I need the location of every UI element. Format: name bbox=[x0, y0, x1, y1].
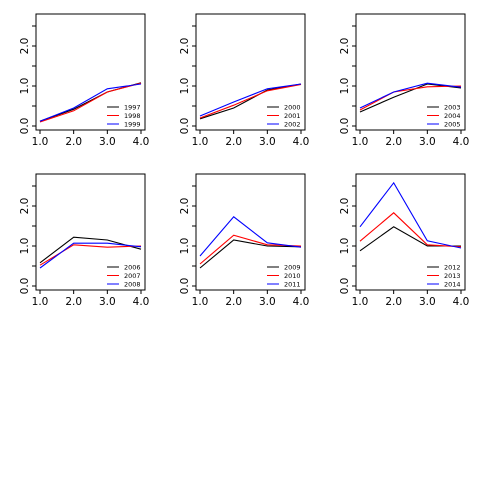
x-tick-label: 4.0 bbox=[293, 296, 310, 308]
y-tick-label: 2.0 bbox=[339, 38, 351, 55]
y-tick-label: 0.0 bbox=[339, 118, 351, 135]
series-line-2008 bbox=[39, 242, 142, 269]
plot-frame bbox=[35, 13, 146, 131]
x-tick-label: 3.0 bbox=[259, 136, 276, 148]
legend-label-2014: 2014 bbox=[444, 280, 461, 288]
y-tick-label: 0.0 bbox=[19, 118, 31, 135]
series-line-2011 bbox=[199, 216, 302, 257]
x-tick-label: 1.0 bbox=[352, 136, 369, 148]
legend-label-2001: 2001 bbox=[284, 112, 301, 120]
legend-label-2009: 2009 bbox=[284, 263, 301, 271]
y-tick-label: 1.0 bbox=[339, 238, 351, 255]
series-line-2004 bbox=[359, 85, 462, 111]
y-tick-label: 1.0 bbox=[19, 238, 31, 255]
legend-label-1997: 1997 bbox=[124, 103, 141, 111]
y-tick-label: 2.0 bbox=[19, 198, 31, 215]
series-line-2000 bbox=[199, 83, 302, 120]
y-tick-label: 1.0 bbox=[179, 238, 191, 255]
x-tick-label: 2.0 bbox=[65, 296, 82, 308]
x-tick-label: 1.0 bbox=[352, 296, 369, 308]
y-tick-label: 1.0 bbox=[19, 78, 31, 95]
y-tick-label: 1.0 bbox=[179, 78, 191, 95]
x-tick-label: 4.0 bbox=[133, 296, 150, 308]
series-line-2007 bbox=[39, 244, 142, 266]
legend-label-2002: 2002 bbox=[284, 120, 301, 128]
legend-label-2007: 2007 bbox=[124, 272, 141, 280]
x-tick-label: 2.0 bbox=[225, 136, 242, 148]
plot-frame bbox=[355, 13, 466, 131]
legend-label-2008: 2008 bbox=[124, 280, 141, 288]
x-tick-label: 1.0 bbox=[192, 296, 209, 308]
x-tick-label: 1.0 bbox=[32, 296, 49, 308]
series-line-2002 bbox=[199, 83, 302, 117]
plot-frame bbox=[35, 173, 146, 291]
legend-label-2005: 2005 bbox=[444, 120, 461, 128]
x-tick-label: 3.0 bbox=[99, 296, 116, 308]
legend-label-1998: 1998 bbox=[124, 112, 141, 120]
series-line-1999 bbox=[39, 83, 142, 122]
series-line-2006 bbox=[39, 236, 142, 264]
x-tick-label: 2.0 bbox=[225, 296, 242, 308]
x-tick-label: 4.0 bbox=[133, 136, 150, 148]
legend-label-2000: 2000 bbox=[284, 103, 301, 111]
plot-frame bbox=[195, 13, 306, 131]
x-tick-label: 4.0 bbox=[293, 136, 310, 148]
x-tick-label: 3.0 bbox=[259, 296, 276, 308]
legend-label-1999: 1999 bbox=[124, 120, 141, 128]
legend-label-2011: 2011 bbox=[284, 280, 301, 288]
series-line-2013 bbox=[359, 212, 462, 248]
series-line-2009 bbox=[199, 239, 302, 269]
y-tick-label: 1.0 bbox=[339, 78, 351, 95]
x-tick-label: 4.0 bbox=[453, 296, 470, 308]
legend-label-2003: 2003 bbox=[444, 103, 461, 111]
legend-label-2010: 2010 bbox=[284, 272, 301, 280]
legend-label-2004: 2004 bbox=[444, 112, 461, 120]
x-tick-label: 4.0 bbox=[453, 136, 470, 148]
series-line-2001 bbox=[199, 83, 302, 119]
y-tick-label: 2.0 bbox=[179, 198, 191, 215]
legend-label-2006: 2006 bbox=[124, 263, 141, 271]
y-tick-label: 2.0 bbox=[339, 198, 351, 215]
x-tick-label: 2.0 bbox=[385, 136, 402, 148]
x-tick-label: 3.0 bbox=[419, 296, 436, 308]
x-tick-label: 3.0 bbox=[419, 136, 436, 148]
legend-label-2013: 2013 bbox=[444, 272, 461, 280]
y-tick-label: 0.0 bbox=[339, 278, 351, 295]
x-tick-label: 2.0 bbox=[65, 136, 82, 148]
y-tick-label: 0.0 bbox=[19, 278, 31, 295]
x-tick-label: 1.0 bbox=[32, 136, 49, 148]
y-tick-label: 2.0 bbox=[19, 38, 31, 55]
y-tick-label: 0.0 bbox=[179, 118, 191, 135]
series-line-2014 bbox=[359, 181, 462, 249]
series-line-2005 bbox=[359, 82, 462, 109]
plot-frame bbox=[355, 173, 466, 291]
series-line-2010 bbox=[199, 234, 302, 265]
legend-label-2012: 2012 bbox=[444, 263, 461, 271]
y-tick-label: 0.0 bbox=[179, 278, 191, 295]
series-line-2012 bbox=[359, 226, 461, 252]
x-tick-label: 1.0 bbox=[192, 136, 209, 148]
y-tick-label: 2.0 bbox=[179, 38, 191, 55]
x-tick-label: 2.0 bbox=[385, 296, 402, 308]
plot-frame bbox=[195, 173, 306, 291]
series-line-1998 bbox=[39, 82, 142, 123]
x-tick-label: 3.0 bbox=[99, 136, 116, 148]
